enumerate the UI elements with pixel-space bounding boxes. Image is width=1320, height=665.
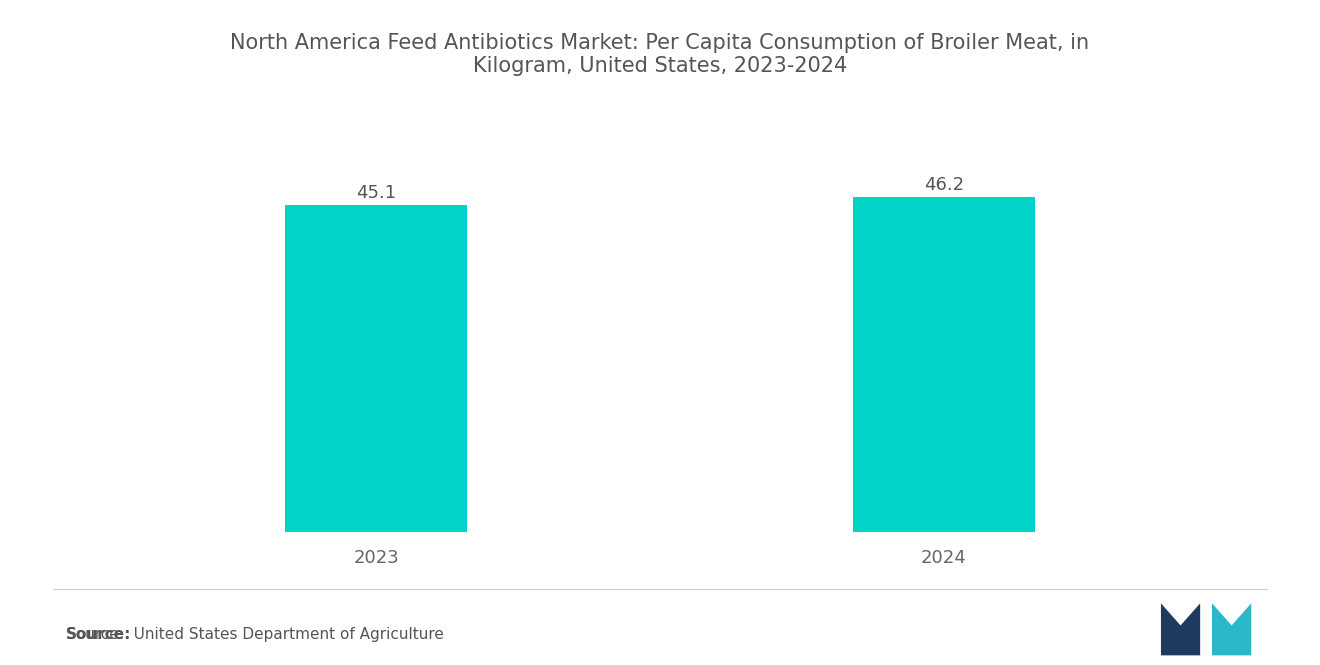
Bar: [285, 205, 467, 532]
Text: 45.1: 45.1: [356, 184, 396, 202]
Text: Source:  United States Department of Agriculture: Source: United States Department of Agri…: [66, 626, 444, 642]
Polygon shape: [1212, 603, 1251, 656]
Polygon shape: [1162, 603, 1200, 656]
Text: 46.2: 46.2: [924, 176, 964, 194]
Text: North America Feed Antibiotics Market: Per Capita Consumption of Broiler Meat, i: North America Feed Antibiotics Market: P…: [231, 33, 1089, 76]
Text: Source:: Source:: [66, 626, 132, 642]
Bar: [853, 197, 1035, 532]
